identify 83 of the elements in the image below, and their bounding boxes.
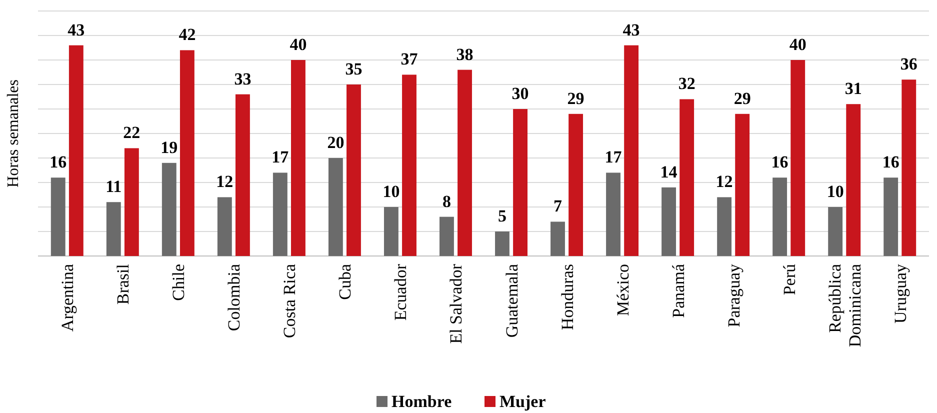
bar xyxy=(328,158,343,256)
data-label: 8 xyxy=(442,192,451,211)
bar xyxy=(346,84,361,256)
bar xyxy=(828,207,843,256)
data-label: 29 xyxy=(567,88,584,108)
data-label: 12 xyxy=(716,172,733,192)
bar xyxy=(50,178,66,256)
bar xyxy=(272,172,288,256)
data-label: 12 xyxy=(216,172,234,192)
x-tick-label: Costa Rica xyxy=(280,264,300,338)
bar xyxy=(68,45,84,256)
bar xyxy=(384,207,398,256)
data-label: 31 xyxy=(844,79,862,98)
x-tick-label: Ecuador xyxy=(391,264,410,321)
data-label: 32 xyxy=(678,74,696,94)
bar xyxy=(402,74,416,256)
bar xyxy=(884,178,898,256)
bar xyxy=(662,187,676,256)
bar xyxy=(291,60,306,256)
bar xyxy=(162,162,176,256)
bar xyxy=(568,114,584,256)
data-label: 33 xyxy=(234,69,252,88)
x-tick-label: Paraguay xyxy=(724,264,744,328)
bar xyxy=(624,45,639,256)
bar xyxy=(513,109,528,256)
x-tick-label: Brasil xyxy=(114,264,133,305)
data-label: 5 xyxy=(498,206,506,226)
bar xyxy=(180,50,194,256)
x-tick-label: Colombia xyxy=(224,264,244,332)
data-label: 17 xyxy=(604,148,622,167)
bar xyxy=(124,148,139,256)
bar xyxy=(772,178,788,256)
x-tick-label: Chile xyxy=(169,264,188,301)
data-label: 10 xyxy=(382,182,400,201)
data-label: 10 xyxy=(826,182,844,201)
data-label: 7 xyxy=(554,196,562,216)
x-tick-label: México xyxy=(613,264,632,316)
x-tick-label: El Salvador xyxy=(446,264,466,344)
bar xyxy=(495,232,510,256)
x-tick-label: Guatemala xyxy=(502,264,522,338)
data-label: 36 xyxy=(900,54,918,74)
x-tick-label: Perú xyxy=(780,264,799,296)
data-label: 40 xyxy=(290,35,307,54)
data-label: 16 xyxy=(771,152,788,172)
x-tick-label: Honduras xyxy=(558,264,577,330)
legend-label: Mujer xyxy=(500,392,546,411)
bar xyxy=(550,222,565,256)
x-tick-label: República Dominicana xyxy=(825,264,864,348)
x-tick-label: Cuba xyxy=(336,264,355,300)
data-label: 43 xyxy=(622,20,640,40)
bar xyxy=(680,99,694,256)
data-label: 35 xyxy=(345,60,362,78)
data-label: 14 xyxy=(660,162,678,182)
bar xyxy=(902,80,916,256)
data-label: 11 xyxy=(106,177,122,196)
bar xyxy=(790,60,806,256)
data-label: 20 xyxy=(327,133,344,152)
data-label: 29 xyxy=(734,88,751,108)
bar xyxy=(846,104,861,256)
data-label: 40 xyxy=(789,35,806,54)
legend-label: Hombre xyxy=(392,392,452,411)
x-tick-label: Argentina xyxy=(58,264,78,332)
bar xyxy=(717,197,732,256)
bar xyxy=(440,216,454,256)
x-tick-label: Panamá xyxy=(668,264,688,318)
bar xyxy=(106,202,121,256)
data-label: 42 xyxy=(178,25,196,44)
data-label: 17 xyxy=(272,148,290,167)
bar xyxy=(235,94,250,256)
bar xyxy=(217,197,232,256)
data-label: 30 xyxy=(512,84,529,103)
data-label: 16 xyxy=(882,152,900,172)
data-label: 19 xyxy=(160,138,178,157)
x-tick-label: Uruguay xyxy=(890,264,910,324)
data-label: 37 xyxy=(400,50,418,69)
data-label: 43 xyxy=(68,20,85,40)
bar xyxy=(606,172,620,256)
bar xyxy=(458,70,472,256)
data-label: 16 xyxy=(50,152,67,172)
data-label: 22 xyxy=(123,123,140,142)
data-label: 38 xyxy=(456,44,474,64)
y-axis-title: Horas semanales xyxy=(5,80,22,188)
bar xyxy=(735,114,750,256)
